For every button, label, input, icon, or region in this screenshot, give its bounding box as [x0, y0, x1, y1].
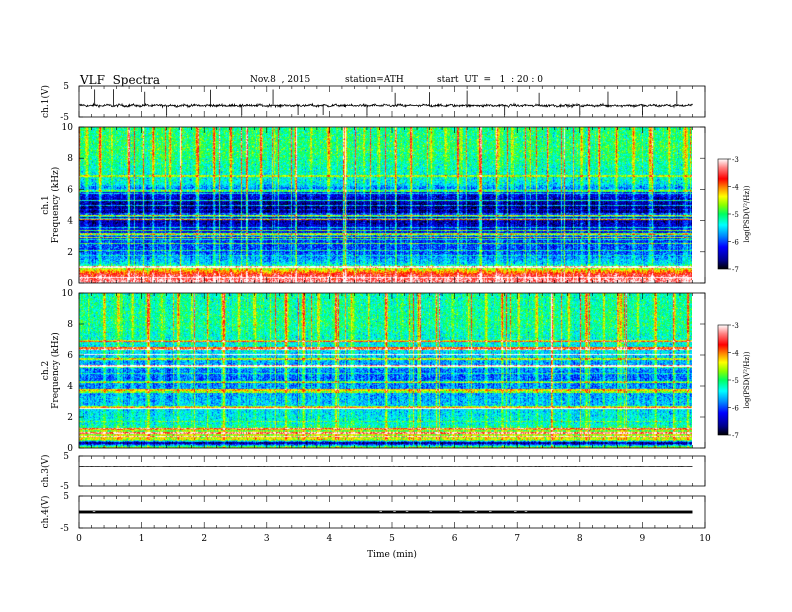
ch2-spectrogram-panel: 0 2 4 6 8 10 Frequency (kHz)ch.2 — [41, 289, 706, 454]
ch1-ytick-label: 5 — [63, 82, 69, 92]
spec1-ytick-label: 8 — [67, 154, 73, 164]
spec1-ytick-label: 10 — [62, 123, 74, 133]
cb1-tick-label: -7 — [732, 266, 739, 274]
cb1-scale — [717, 158, 729, 270]
ch1-ytick-label: -5 — [60, 113, 69, 123]
cb2-tick-label: -3 — [732, 322, 739, 330]
time-axis-label: Time (min) — [367, 549, 417, 560]
time-tick-label: 8 — [577, 534, 583, 544]
ch4-ytick-label: -5 — [60, 524, 69, 534]
cb2-tick-label: -5 — [732, 377, 739, 385]
ch4-gap — [405, 511, 409, 512]
ch3-ytick-label: -5 — [60, 482, 69, 492]
spec2-ytick-label: 0 — [67, 444, 73, 454]
date-label: Nov.8 , 2015 — [250, 75, 311, 85]
spec1-ytick-label: 0 — [67, 279, 73, 289]
spec1-ytick-label: 6 — [67, 185, 73, 195]
spec2-ytick-label: 8 — [67, 320, 73, 330]
spec1-channel-label: ch.1 — [41, 195, 51, 214]
ch1-colorbar: -3 -4 -5 -6 -7 log(PSD(V²/Hz)) — [717, 156, 751, 274]
ch1-spectrogram-panel: 0 2 4 6 8 10 Frequency (kHz)ch.1 — [41, 123, 706, 289]
spec2-channel-label: ch.2 — [41, 361, 51, 380]
time-tick-label: 1 — [139, 534, 145, 544]
time-axis: 0 1 2 3 4 5 6 7 8 9 10 Time (min) — [76, 534, 711, 560]
time-tick-label: 5 — [389, 534, 395, 544]
ch4-gap — [459, 511, 463, 512]
cb2-scale — [717, 324, 729, 436]
spec2-ytick-label: 6 — [67, 351, 73, 361]
ch1-waveform-panel: 5 -5 ch.1(V) — [40, 82, 706, 123]
spec1-ytick-label: 4 — [67, 217, 73, 227]
cb1-label: log(PSD(V²/Hz)) — [743, 185, 751, 242]
cb1-tick-label: -3 — [732, 156, 739, 164]
time-tick-label: 9 — [640, 534, 646, 544]
ch4-gap — [524, 511, 528, 512]
ch4-ytick-label: 5 — [63, 492, 69, 502]
time-tick-label: 10 — [699, 534, 711, 544]
ch4-gap — [489, 511, 492, 512]
ch4-gap — [429, 511, 433, 512]
ch1-trace — [78, 102, 693, 109]
ch4-trace — [79, 510, 693, 514]
cb2-label: log(PSD(V²/Hz)) — [743, 351, 751, 408]
cb2-tick-label: -4 — [732, 350, 739, 358]
spec1-ylabel: Frequency (kHz) — [50, 167, 61, 244]
ch4-gap — [393, 511, 396, 512]
ch2-spectrogram-image — [79, 293, 692, 448]
ch3-ylabel: ch.3(V) — [40, 455, 51, 488]
cb1-tick-label: -5 — [732, 211, 739, 219]
ch2-colorbar: -3 -4 -5 -6 -7 log(PSD(V²/Hz)) — [717, 322, 751, 440]
ch4-gap — [92, 511, 96, 512]
time-tick-label: 6 — [452, 534, 458, 544]
spec1-ytick-label: 2 — [67, 248, 73, 258]
spec2-ytick-label: 2 — [67, 413, 73, 423]
time-tick-label: 7 — [514, 534, 520, 544]
spec2-ytick-label: 4 — [67, 382, 73, 392]
start-ut-label: start UT = 1 : 20 : 0 — [437, 75, 543, 85]
station-label: station=ATH — [345, 75, 404, 85]
ch3-waveform-panel: 5 -5 ch.3(V) — [40, 452, 706, 492]
ch4-ylabel: ch.4(V) — [40, 496, 51, 529]
time-tick-label: 4 — [327, 534, 333, 544]
cb2-tick-label: -6 — [732, 405, 739, 413]
time-tick-label: 2 — [201, 534, 207, 544]
cb1-tick-label: -6 — [732, 239, 739, 247]
chart-title: VLF Spectra — [80, 73, 161, 87]
ch4-gap — [474, 511, 478, 512]
ch3-ytick-label: 5 — [63, 452, 69, 462]
cb2-tick-label: -7 — [732, 432, 739, 440]
ch4-gap — [514, 511, 517, 512]
ch1-ylabel: ch.1(V) — [40, 85, 51, 118]
ch4-gap — [379, 511, 382, 512]
time-tick-label: 0 — [76, 534, 82, 544]
time-tick-label: 3 — [264, 534, 270, 544]
ch4-waveform-panel: 5 -5 ch.4(V) — [40, 492, 706, 534]
cb1-tick-label: -4 — [732, 184, 739, 192]
spec2-ylabel: Frequency (kHz) — [50, 332, 61, 409]
spec2-ytick-label: 10 — [62, 289, 74, 299]
ch1-spectrogram-image — [79, 127, 692, 283]
